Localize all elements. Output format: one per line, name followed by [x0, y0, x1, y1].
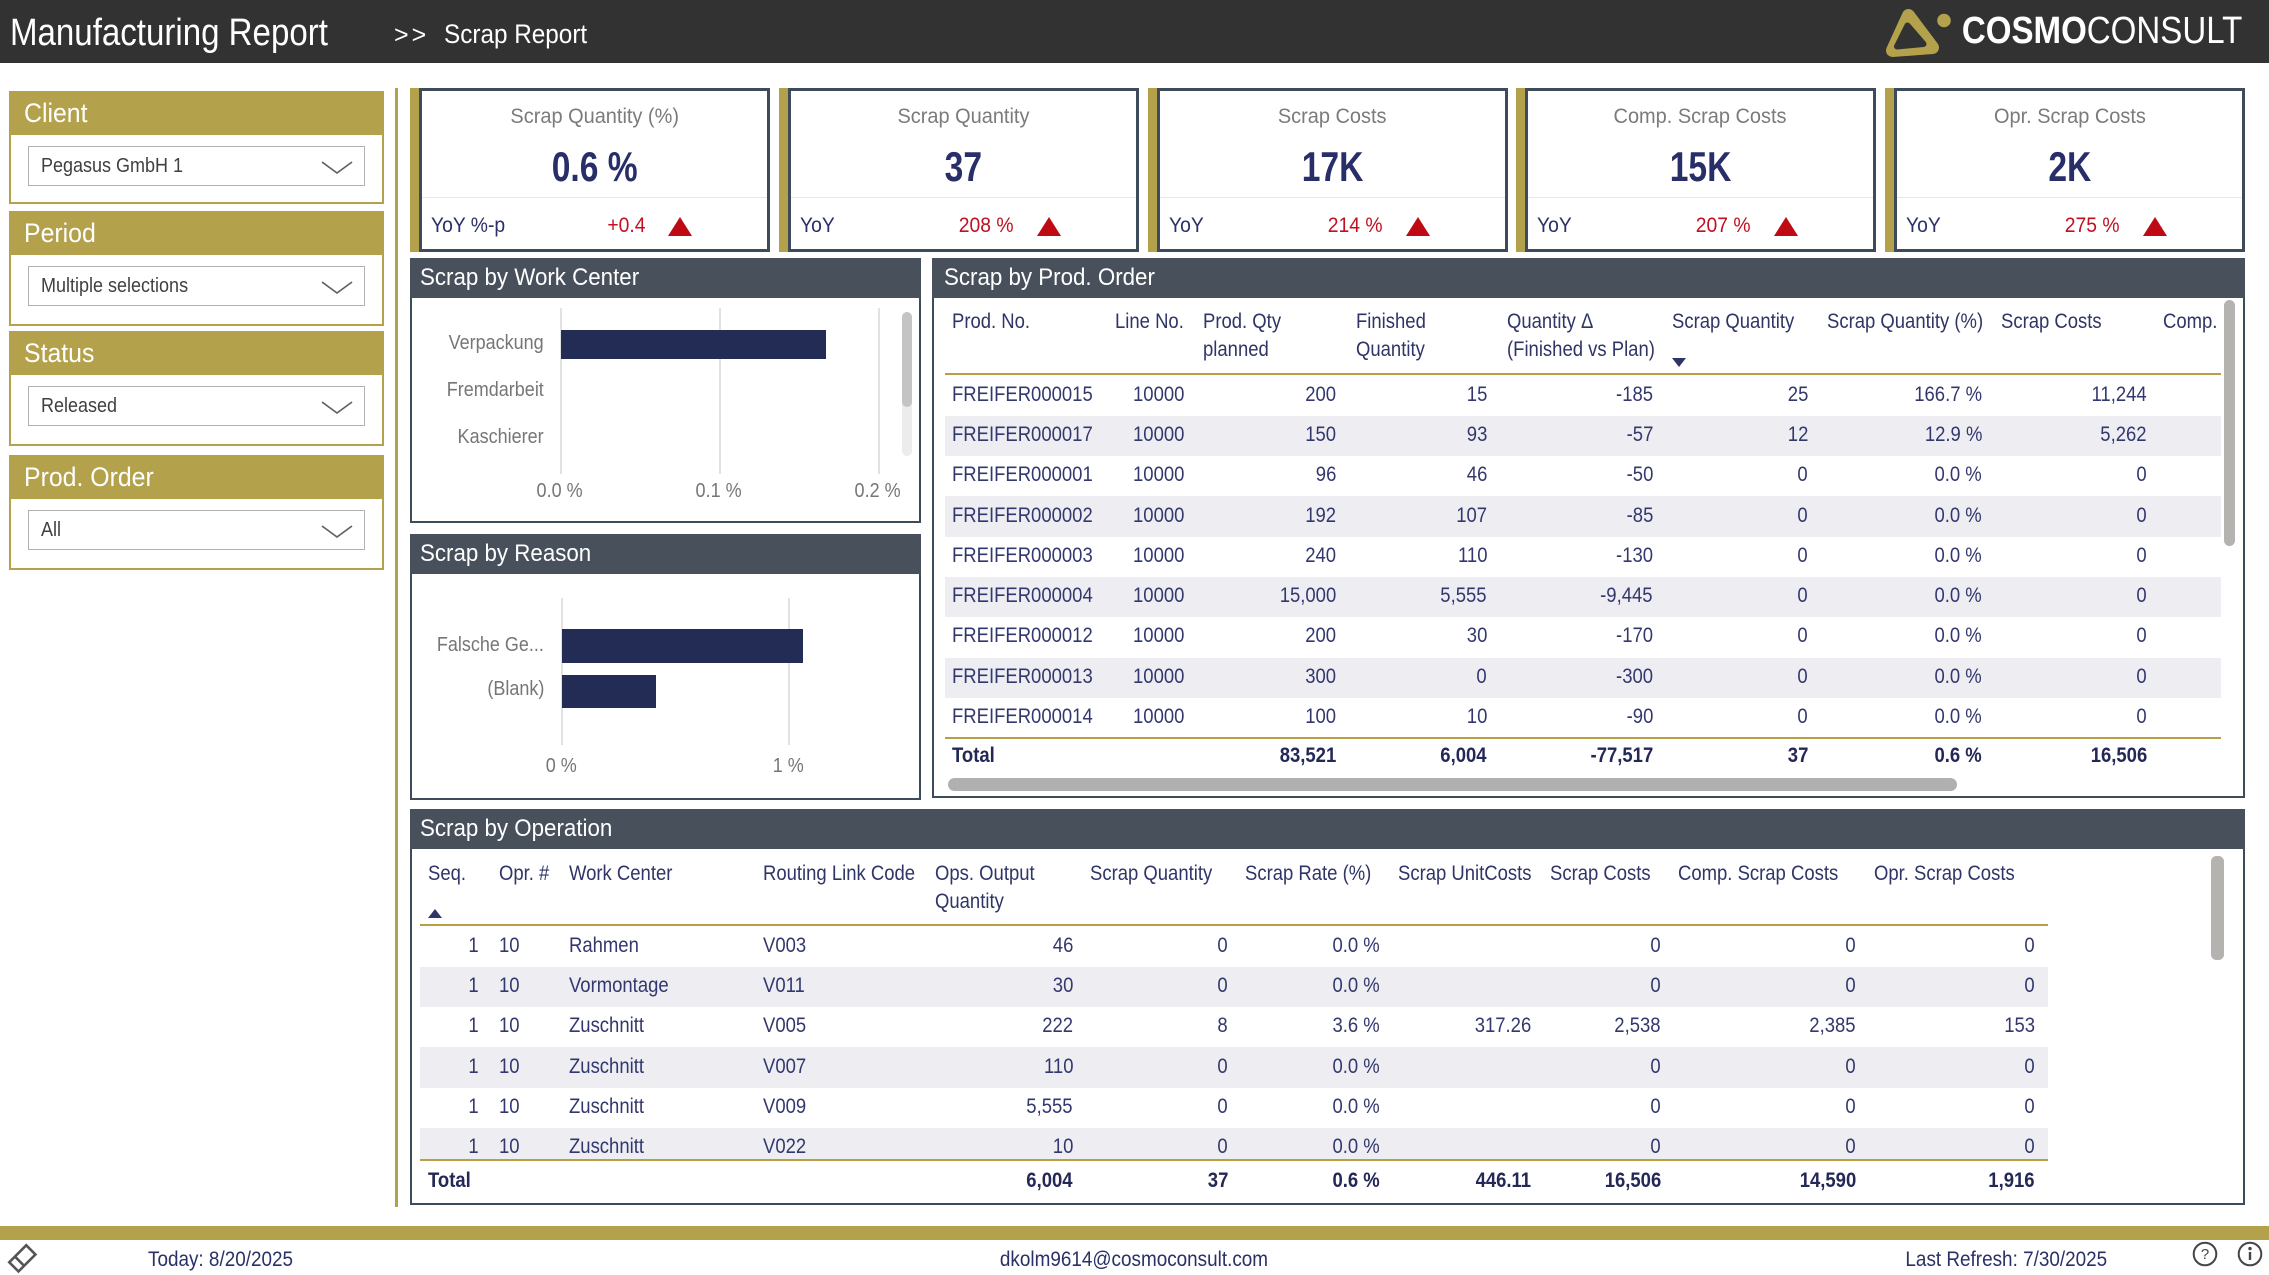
svg-text:?: ?	[2201, 1246, 2209, 1263]
